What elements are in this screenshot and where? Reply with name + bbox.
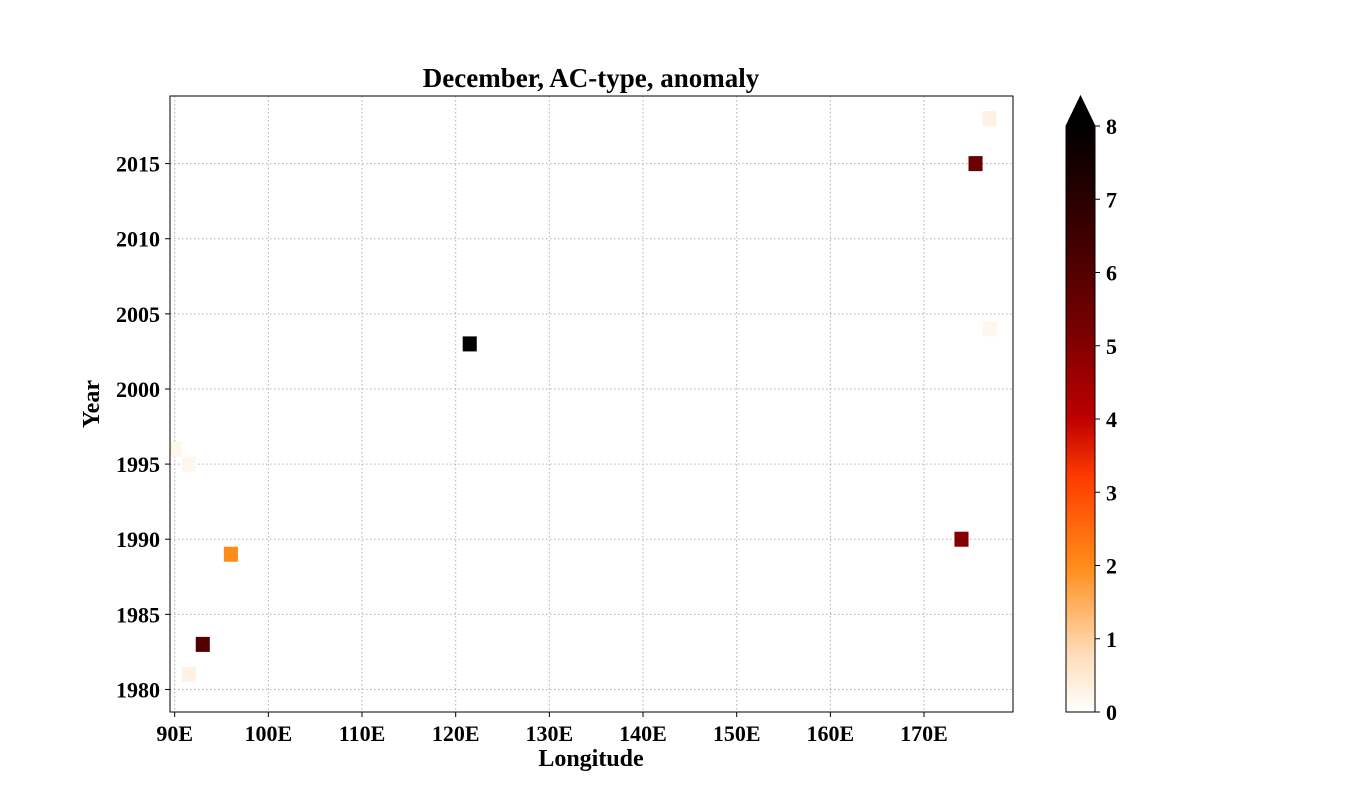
heatmap-cell (170, 441, 182, 457)
heatmap-cell (968, 156, 983, 172)
chart-title: December, AC-type, anomaly (423, 63, 760, 93)
heatmap-cell (223, 546, 238, 562)
y-tick-label: 1995 (116, 452, 160, 477)
colorbar-tick-label: 3 (1106, 480, 1117, 505)
colorbar-tick-label: 6 (1106, 261, 1117, 286)
colorbar-ticks: 0 1 2 3 4 5 6 7 8 (1095, 114, 1117, 725)
x-tick-label: 110E (339, 721, 385, 746)
x-axis-label: Longitude (538, 746, 644, 772)
colorbar-tick-label: 1 (1106, 627, 1117, 652)
heatmap-cell (181, 456, 196, 472)
heatmap-cell (195, 636, 210, 652)
y-axis-label: Year (79, 380, 105, 428)
x-tick-label: 130E (526, 721, 574, 746)
y-tick-label: 2000 (116, 377, 160, 402)
colorbar-tick-label: 0 (1106, 700, 1117, 725)
colorbar-tick-label: 7 (1106, 187, 1117, 212)
y-tick-label: 1990 (116, 527, 160, 552)
x-tick-label: 100E (245, 721, 293, 746)
x-tick-label: 150E (713, 721, 761, 746)
x-tick-label: 120E (432, 721, 480, 746)
colorbar-outline (1065, 94, 1096, 713)
y-tick-label: 2010 (116, 227, 160, 252)
x-tick-label: 90E (156, 721, 193, 746)
plot-area-frame (169, 95, 1014, 713)
x-axis-ticks: 90E 100E 110E 120E 130E 140E 150E 160E 170E (156, 712, 948, 746)
y-tick-label: 1980 (116, 677, 160, 702)
heatmap-cell (462, 336, 477, 352)
y-axis-ticks: 1980 1985 1990 1995 2000 2005 2010 2015 (116, 152, 170, 702)
x-tick-label: 170E (900, 721, 948, 746)
heatmap-cells (170, 111, 997, 682)
y-tick-label: 1985 (116, 602, 160, 627)
x-tick-label: 140E (619, 721, 667, 746)
colorbar-tick-label: 5 (1106, 334, 1117, 359)
colorbar: 0 1 2 3 4 5 6 7 8 (1065, 94, 1117, 725)
heatmap-cell (982, 111, 997, 127)
y-tick-label: 2015 (116, 152, 160, 177)
grid-lines (170, 96, 1013, 712)
colorbar-tick-label: 2 (1106, 554, 1117, 579)
y-tick-label: 2005 (116, 302, 160, 327)
colorbar-extend-arrow (1066, 96, 1095, 126)
heatmap-cell (982, 321, 997, 337)
heatmap-cell (181, 666, 196, 682)
x-tick-label: 160E (807, 721, 855, 746)
colorbar-tick-label: 4 (1106, 407, 1117, 432)
colorbar-tick-label: 8 (1106, 114, 1117, 139)
colorbar-gradient (1066, 126, 1095, 712)
heatmap-cell (954, 531, 969, 547)
